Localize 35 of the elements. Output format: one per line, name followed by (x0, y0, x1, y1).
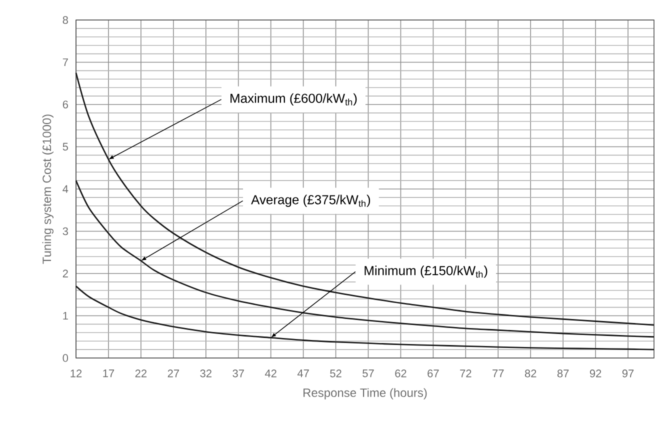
x-tick-label: 17 (103, 370, 114, 378)
y-tick-label: 0 (62, 354, 68, 362)
x-tick-label: 52 (330, 370, 342, 378)
x-tick-label: 92 (590, 370, 602, 378)
x-tick-label: 22 (135, 370, 147, 378)
x-tick-label: 67 (428, 370, 439, 378)
line-series (75, 72, 655, 326)
x-tick-label: 77 (492, 370, 504, 378)
x-tick-label: 82 (524, 370, 536, 378)
x-tick-label: 62 (395, 370, 406, 378)
y-axis-title: Tuning system Cost (£1000) (42, 114, 54, 264)
x-axis-title: Response Time (hours) (304, 388, 427, 400)
x-tick-label: 57 (362, 370, 374, 378)
x-tick-label: 47 (297, 370, 309, 378)
y-tick-label: 7 (62, 58, 68, 66)
x-tick-label: 97 (622, 370, 634, 378)
annotation: Maximum (£600/kW$_{th}$) (230, 93, 357, 106)
y-tick-label: 1 (63, 312, 68, 320)
y-tick-label: 6 (62, 100, 68, 108)
x-tick-label: 42 (264, 370, 276, 378)
y-tick-label: 3 (62, 227, 68, 236)
x-tick-label: 27 (168, 370, 179, 378)
x-tick-label: 37 (232, 370, 244, 378)
x-tick-label: 32 (200, 370, 212, 378)
line-series (75, 180, 655, 338)
annotation: Minimum (£150/kW$_{th}$) (364, 266, 488, 278)
y-tick-label: 5 (62, 142, 68, 151)
x-tick-label: 87 (557, 370, 569, 378)
line-series (75, 285, 655, 350)
x-tick-label: 12 (70, 370, 82, 378)
y-tick-label: 4 (62, 185, 68, 193)
x-tick-label: 72 (460, 370, 472, 378)
annotation: Average (£375/kW$_{th}$) (251, 194, 370, 207)
y-tick-label: 2 (62, 270, 68, 278)
y-tick-label: 8 (62, 16, 68, 24)
